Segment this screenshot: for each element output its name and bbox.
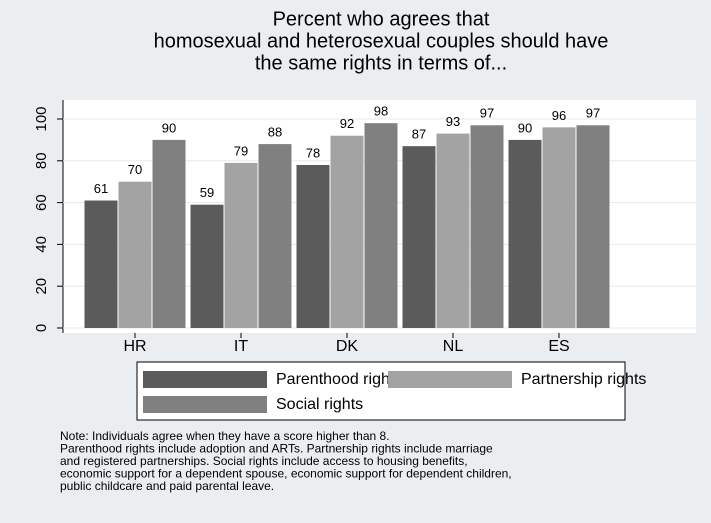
data-label: 90 <box>518 120 532 135</box>
note: economic support for a dependent spouse,… <box>60 467 512 481</box>
y-tick-label: 20 <box>33 278 50 295</box>
note: Note: Individuals agree when they have a… <box>60 429 390 443</box>
data-label: 88 <box>268 125 282 140</box>
x-tick-label: HR <box>123 338 146 355</box>
data-label: 70 <box>128 162 142 177</box>
data-label: 87 <box>412 127 426 142</box>
data-label: 61 <box>94 181 108 196</box>
bar <box>118 181 152 328</box>
legend-label: Parenthood rights <box>276 371 402 388</box>
bar <box>330 135 364 328</box>
chart-title: Percent who agrees that <box>273 8 490 30</box>
data-label: 78 <box>306 145 320 160</box>
bar <box>402 146 436 328</box>
bar <box>508 139 542 328</box>
chart-title: homosexual and heterosexual couples shou… <box>154 30 609 52</box>
bar <box>364 123 398 329</box>
legend-swatch <box>143 371 267 388</box>
y-tick-label: 40 <box>33 236 50 253</box>
data-label: 93 <box>446 114 460 129</box>
data-label: 59 <box>200 185 214 200</box>
note: public childcare and paid parental leave… <box>60 479 274 493</box>
legend-swatch <box>388 371 512 388</box>
bar <box>470 125 504 329</box>
x-tick-label: DK <box>336 338 359 355</box>
y-tick-label: 80 <box>33 152 50 169</box>
data-label: 97 <box>480 106 494 121</box>
legend-swatch <box>143 396 267 413</box>
data-label: 96 <box>552 108 566 123</box>
legend-label: Partnership rights <box>521 371 646 388</box>
bar <box>296 164 330 328</box>
data-label: 92 <box>340 116 354 131</box>
bar <box>436 133 470 328</box>
x-tick-label: IT <box>234 338 248 355</box>
bar <box>152 139 186 328</box>
bar <box>576 125 610 329</box>
data-label: 79 <box>234 143 248 158</box>
x-tick-label: NL <box>443 338 464 355</box>
bar <box>224 162 258 328</box>
x-tick-label: ES <box>548 338 569 355</box>
legend-label: Social rights <box>276 396 363 413</box>
bar <box>84 200 118 328</box>
data-label: 98 <box>374 104 388 119</box>
bar <box>190 204 224 328</box>
y-tick-label: 0 <box>33 324 50 332</box>
y-tick-label: 60 <box>33 194 50 211</box>
bar <box>542 127 576 328</box>
y-tick-label: 100 <box>33 106 50 131</box>
bar <box>258 144 292 328</box>
note: and registered partnerships. Social righ… <box>60 454 468 468</box>
chart-title: the same rights in terms of... <box>255 52 507 74</box>
note: Parenthood rights include adoption and A… <box>60 442 493 456</box>
data-label: 97 <box>586 106 600 121</box>
data-label: 90 <box>162 120 176 135</box>
